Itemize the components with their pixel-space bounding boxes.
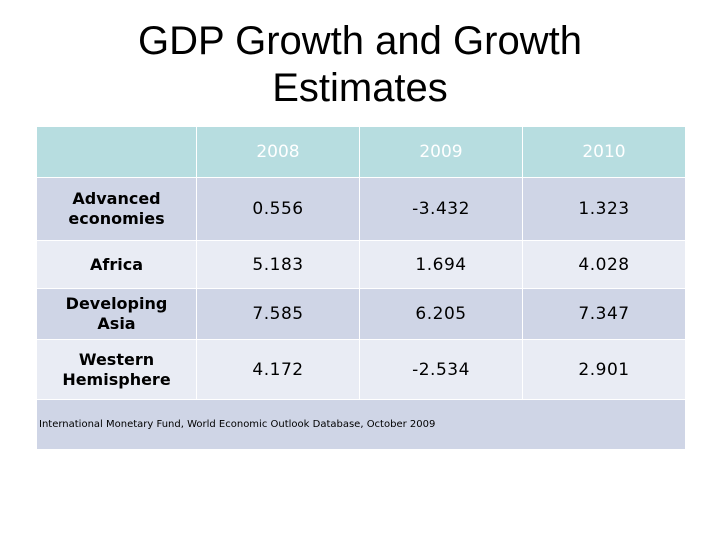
value-cell-2010: 2.901 <box>522 339 686 400</box>
slide-title-line-2: Estimates <box>272 66 448 110</box>
slide-title: GDP Growth and Growth Estimates <box>60 18 660 112</box>
table-row: Advanced economies 0.556 -3.432 1.323 <box>36 177 686 241</box>
region-label-line-1: Advanced <box>72 189 161 208</box>
value-cell-2008: 0.556 <box>196 177 360 241</box>
region-label: Western Hemisphere <box>36 339 197 400</box>
slide-title-line-1: GDP Growth and Growth <box>138 19 582 63</box>
region-label: Developing Asia <box>36 288 197 340</box>
table-row: Western Hemisphere 4.172 -2.534 2.901 <box>36 339 686 400</box>
value-cell-2008: 5.183 <box>196 240 360 289</box>
header-corner-cell <box>36 126 197 178</box>
value-cell-2010: 7.347 <box>522 288 686 340</box>
source-row: International Monetary Fund, World Econo… <box>36 399 686 450</box>
value-cell-2009: 1.694 <box>359 240 523 289</box>
value-cell-2008: 7.585 <box>196 288 360 340</box>
header-year-2008: 2008 <box>196 126 360 178</box>
region-label-line-1: Developing <box>65 294 168 313</box>
region-label-line-2: economies <box>68 209 165 228</box>
value-cell-2009: -3.432 <box>359 177 523 241</box>
table-row: Africa 5.183 1.694 4.028 <box>36 240 686 289</box>
header-year-2009: 2009 <box>359 126 523 178</box>
value-cell-2010: 1.323 <box>522 177 686 241</box>
gdp-growth-table: 2008 2009 2010 Advanced economies 0.556 … <box>36 126 686 450</box>
value-cell-2008: 4.172 <box>196 339 360 400</box>
value-cell-2010: 4.028 <box>522 240 686 289</box>
table-header-row: 2008 2009 2010 <box>36 126 686 178</box>
region-label-line-1: Western <box>78 349 155 369</box>
value-cell-2009: 6.205 <box>359 288 523 340</box>
region-label: Advanced economies <box>36 177 197 241</box>
region-label-line-1: Africa <box>90 254 143 274</box>
header-year-2010: 2010 <box>522 126 686 178</box>
table-row: Developing Asia 7.585 6.205 7.347 <box>36 288 686 340</box>
region-label-line-2: Asia <box>97 314 136 333</box>
source-note: International Monetary Fund, World Econo… <box>36 399 686 450</box>
value-cell-2009: -2.534 <box>359 339 523 400</box>
region-label-line-2: Hemisphere <box>62 369 171 389</box>
region-label: Africa <box>36 240 197 289</box>
